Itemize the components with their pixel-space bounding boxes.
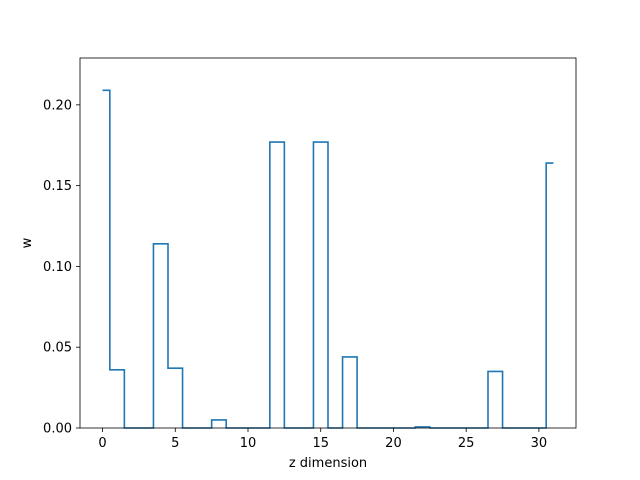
x-tick-label: 5 bbox=[171, 436, 179, 451]
x-tick-label: 15 bbox=[312, 436, 329, 451]
x-axis-ticks: 0 5 10 15 20 25 30 bbox=[98, 428, 547, 451]
x-tick-label: 30 bbox=[531, 436, 548, 451]
x-tick-label: 20 bbox=[385, 436, 402, 451]
x-tick-label: 0 bbox=[98, 436, 106, 451]
x-tick-label: 10 bbox=[240, 436, 257, 451]
y-axis-label: w bbox=[20, 237, 35, 248]
plot-frame bbox=[79, 57, 577, 429]
x-tick-label: 25 bbox=[458, 436, 475, 451]
y-tick-label: 0.05 bbox=[43, 341, 72, 356]
y-tick-label: 0.15 bbox=[43, 179, 72, 194]
x-axis-label: z dimension bbox=[289, 456, 367, 471]
y-axis-ticks: 0.00 0.05 0.10 0.15 0.20 bbox=[43, 98, 80, 437]
y-tick-label: 0.20 bbox=[43, 98, 72, 113]
y-tick-label: 0.10 bbox=[43, 260, 72, 275]
y-tick-label: 0.00 bbox=[43, 422, 72, 437]
